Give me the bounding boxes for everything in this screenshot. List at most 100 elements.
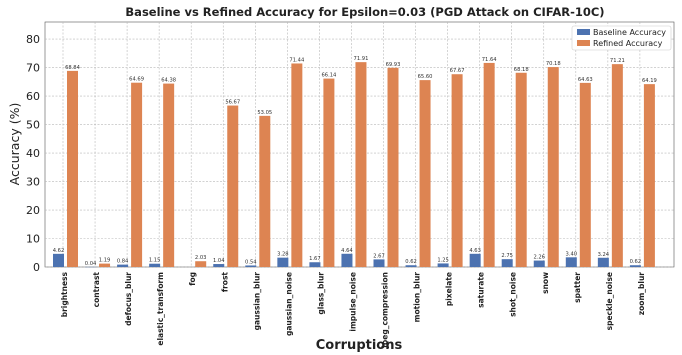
- x-tick-label: zoom_blur: [637, 272, 646, 316]
- value-label: 2.75: [501, 253, 513, 259]
- value-label: 3.24: [598, 252, 610, 258]
- x-tick-label: elastic_transform: [156, 272, 165, 346]
- value-label: 4.64: [341, 248, 353, 254]
- legend: Baseline Accuracy Refined Accuracy: [571, 25, 672, 51]
- bar-refined-spatter: [579, 82, 591, 267]
- value-label: 2.03: [195, 255, 207, 261]
- x-tick-label: glass_blur: [316, 272, 325, 315]
- x-tick-label: gaussian_noise: [284, 272, 293, 336]
- bar-refined-gaussian_blur: [259, 115, 271, 267]
- bar-refined-motion_blur: [419, 80, 431, 268]
- bar-baseline-frost: [213, 264, 225, 267]
- value-label: 53.05: [257, 110, 272, 116]
- y-tick-label: 80: [26, 33, 40, 46]
- bar-baseline-snow: [533, 260, 545, 267]
- x-tick-label: gaussian_blur: [252, 272, 261, 331]
- value-label: 65.60: [418, 74, 433, 80]
- x-tick-label: brightness: [60, 271, 69, 317]
- bar-baseline-saturate: [469, 253, 481, 267]
- bar-refined-contrast: [99, 263, 111, 267]
- x-tick-label: fog: [188, 272, 197, 286]
- bar-baseline-shot_noise: [501, 259, 513, 267]
- value-label: 68.84: [65, 65, 81, 71]
- bar-refined-frost: [227, 105, 239, 267]
- bars: 4.62 0.04 0.84 1.15 1.04 0.54 3.28 1.67 4.64 2.67…: [53, 56, 657, 268]
- legend-swatch-baseline: [577, 29, 590, 35]
- gridlines: [45, 22, 674, 268]
- x-tick-label: frost: [220, 272, 229, 293]
- value-label: 64.38: [161, 78, 176, 84]
- y-tick-label: 40: [26, 147, 40, 160]
- y-tick-label: 70: [26, 62, 40, 75]
- y-tick-label: 20: [26, 204, 40, 217]
- bar-refined-saturate: [483, 62, 495, 267]
- x-axis-label: Corruptions: [316, 338, 403, 353]
- legend-box: [571, 25, 672, 51]
- bar-baseline-defocus_blur: [117, 264, 129, 267]
- chart-title: Baseline vs Refined Accuracy for Epsilon…: [125, 5, 604, 19]
- value-label: 0.54: [245, 259, 257, 265]
- value-label: 71.64: [482, 57, 498, 63]
- bar-baseline-spatter: [565, 257, 577, 267]
- value-label: 71.91: [354, 56, 369, 62]
- value-label: 64.19: [642, 78, 657, 84]
- bar-baseline-brightness: [53, 253, 64, 267]
- value-label: 0.04: [85, 261, 97, 267]
- bar-refined-elastic_transform: [163, 83, 175, 267]
- y-tick-label: 50: [26, 119, 40, 132]
- legend-label-baseline: Baseline Accuracy: [593, 28, 666, 37]
- x-tick-label: snow: [541, 272, 550, 294]
- value-label: 71.44: [289, 57, 305, 63]
- bar-baseline-gaussian_blur: [245, 265, 257, 267]
- value-label: 3.40: [566, 251, 578, 257]
- bar-baseline-jpeg_compression: [373, 259, 385, 267]
- x-tick-label: impulse_noise: [348, 272, 357, 332]
- x-tick-label: jpeg_compression: [381, 272, 390, 349]
- value-label: 66.14: [321, 73, 337, 79]
- value-label: 69.93: [386, 62, 401, 68]
- value-label: 4.63: [469, 248, 481, 254]
- bar-baseline-speckle_noise: [597, 257, 609, 267]
- bar-refined-glass_blur: [323, 78, 335, 267]
- x-tick-label: motion_blur: [413, 272, 422, 323]
- x-tick-label: pixelate: [445, 272, 454, 306]
- value-label: 0.84: [117, 259, 129, 265]
- value-label: 67.67: [450, 68, 465, 74]
- x-tick-label: spatter: [573, 272, 582, 303]
- bar-refined-defocus_blur: [131, 82, 143, 268]
- y-tick-label: 30: [26, 176, 40, 189]
- value-label: 1.04: [213, 258, 225, 264]
- bar-refined-gaussian_noise: [291, 63, 303, 268]
- legend-swatch-refined: [577, 40, 590, 46]
- y-tick-label: 60: [26, 90, 40, 103]
- bar-refined-shot_noise: [515, 72, 527, 267]
- y-tick-label: 0: [33, 261, 40, 274]
- bar-refined-brightness: [67, 70, 78, 267]
- value-label: 70.18: [546, 61, 561, 67]
- bar-refined-impulse_noise: [355, 62, 367, 267]
- bar-baseline-impulse_noise: [341, 253, 353, 267]
- value-label: 1.15: [149, 258, 161, 264]
- x-tick-label: speckle_noise: [605, 272, 614, 330]
- bar-baseline-elastic_transform: [149, 263, 161, 267]
- bar-refined-jpeg_compression: [387, 67, 399, 267]
- value-label: 68.18: [514, 67, 529, 73]
- bar-baseline-motion_blur: [405, 265, 417, 267]
- value-label: 4.62: [53, 248, 65, 254]
- bar-refined-fog: [195, 261, 207, 267]
- x-tick-label: saturate: [477, 272, 486, 308]
- value-label: 56.67: [225, 100, 240, 106]
- value-label: 0.62: [630, 259, 642, 265]
- bar-refined-zoom_blur: [643, 84, 655, 267]
- value-label: 0.62: [405, 259, 417, 265]
- value-label: 64.63: [578, 77, 593, 83]
- bar-baseline-zoom_blur: [629, 265, 641, 267]
- bar-refined-snow: [547, 67, 559, 267]
- value-label: 1.67: [309, 256, 321, 262]
- value-label: 2.26: [533, 255, 545, 261]
- bar-baseline-gaussian_noise: [277, 257, 289, 267]
- y-axis-label: Accuracy (%): [7, 103, 22, 186]
- bar-baseline-glass_blur: [309, 262, 321, 267]
- y-tick-label: 10: [26, 233, 40, 246]
